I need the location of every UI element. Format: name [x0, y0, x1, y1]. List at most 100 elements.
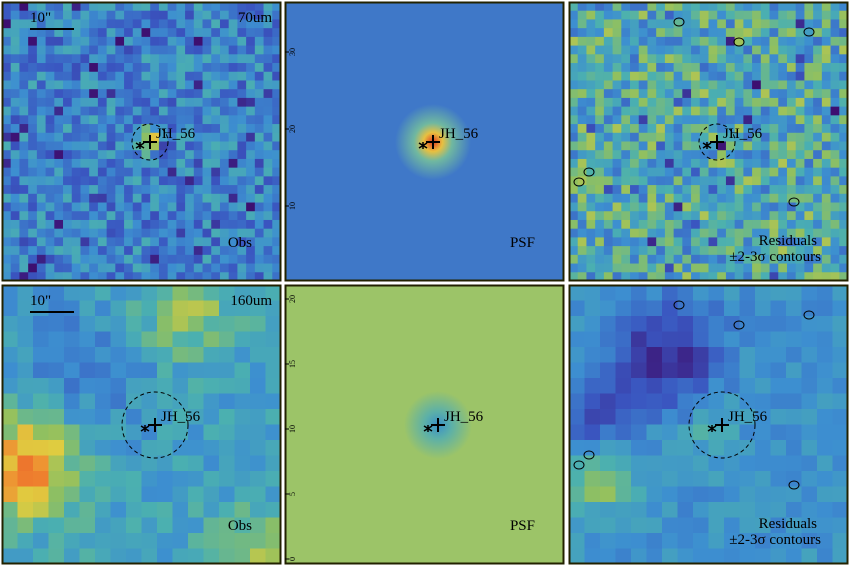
pixel [743, 45, 753, 55]
pixel [63, 141, 73, 151]
pixel [2, 115, 12, 125]
pixel [708, 158, 718, 169]
pixel [45, 2, 55, 12]
pixel [708, 211, 718, 221]
pixel [786, 45, 797, 55]
pixel [586, 2, 596, 12]
pixel [664, 2, 675, 12]
pixel [250, 548, 266, 565]
pixel [132, 54, 142, 64]
pixel [141, 228, 151, 238]
pixel [124, 80, 134, 90]
pixel [577, 141, 587, 151]
pixel [577, 36, 587, 46]
pixel [272, 185, 282, 195]
pixel [141, 19, 151, 29]
pixel [33, 533, 49, 549]
panel-label: PSF [510, 235, 535, 251]
pixel [725, 80, 736, 90]
pixel [630, 263, 640, 273]
pixel [202, 185, 212, 195]
pixel [734, 141, 744, 151]
pixel [786, 71, 797, 81]
pixel [79, 517, 96, 534]
pixel [97, 237, 108, 247]
pixel [755, 409, 771, 425]
pixel [595, 167, 605, 177]
pixel [569, 124, 579, 134]
pixel [219, 517, 235, 534]
pixel [219, 10, 230, 20]
pixel [682, 124, 692, 134]
pixel [630, 228, 640, 238]
pixel [237, 141, 247, 151]
pixel [821, 219, 831, 230]
pixel [769, 202, 779, 212]
pixel [272, 211, 282, 221]
pixel [673, 10, 683, 20]
pixel [677, 331, 694, 348]
pixel [739, 362, 756, 379]
pixel [63, 202, 73, 212]
pixel [801, 316, 818, 332]
pixel [71, 193, 81, 203]
band-label: 160um [230, 293, 272, 309]
pixel [158, 176, 169, 186]
pixel [126, 471, 142, 487]
pixel [569, 424, 585, 441]
pixel [97, 36, 108, 46]
pixel [124, 176, 134, 186]
pixel [786, 211, 797, 221]
pixel [263, 45, 273, 55]
pixel [141, 158, 151, 169]
pixel [569, 132, 579, 142]
pixel [28, 28, 38, 38]
pixel [176, 132, 186, 142]
pixel [621, 176, 631, 186]
pixel [150, 141, 160, 151]
pixel [832, 300, 849, 317]
pixel [693, 517, 709, 534]
pixel [188, 362, 204, 379]
pixel [45, 36, 55, 46]
pixel [769, 80, 779, 90]
pixel [743, 124, 753, 134]
pixel [28, 219, 38, 230]
panel-label: Obs [228, 518, 252, 534]
pixel [839, 124, 849, 134]
pixel [638, 106, 648, 116]
pixel [157, 378, 173, 394]
pixel [202, 54, 212, 64]
pixel [2, 254, 12, 264]
pixel [832, 347, 849, 363]
pixel [786, 246, 797, 256]
pixel [63, 237, 73, 247]
contour-note: ±2-3σ contours [729, 249, 821, 265]
pixel [646, 502, 663, 518]
pixel [36, 193, 46, 203]
pixel [646, 548, 663, 565]
pixel [603, 254, 613, 264]
pixel [795, 185, 805, 195]
pixel [795, 254, 805, 264]
pixel [36, 202, 46, 212]
pixel [115, 176, 125, 186]
pixel [664, 237, 675, 247]
pixel [263, 89, 273, 99]
pixel [603, 272, 613, 282]
pixel [717, 89, 727, 99]
pixel [752, 45, 762, 55]
pixel [95, 300, 111, 317]
pixel [185, 167, 195, 177]
pixel [54, 63, 64, 73]
pixel [770, 533, 787, 549]
pixel [595, 202, 605, 212]
pixel [615, 393, 632, 410]
pixel [752, 237, 762, 247]
pixel [54, 211, 64, 221]
pixel [33, 393, 49, 410]
pixel [717, 132, 727, 142]
pixel [188, 409, 204, 425]
pixel [755, 471, 771, 487]
pixel [752, 63, 762, 73]
